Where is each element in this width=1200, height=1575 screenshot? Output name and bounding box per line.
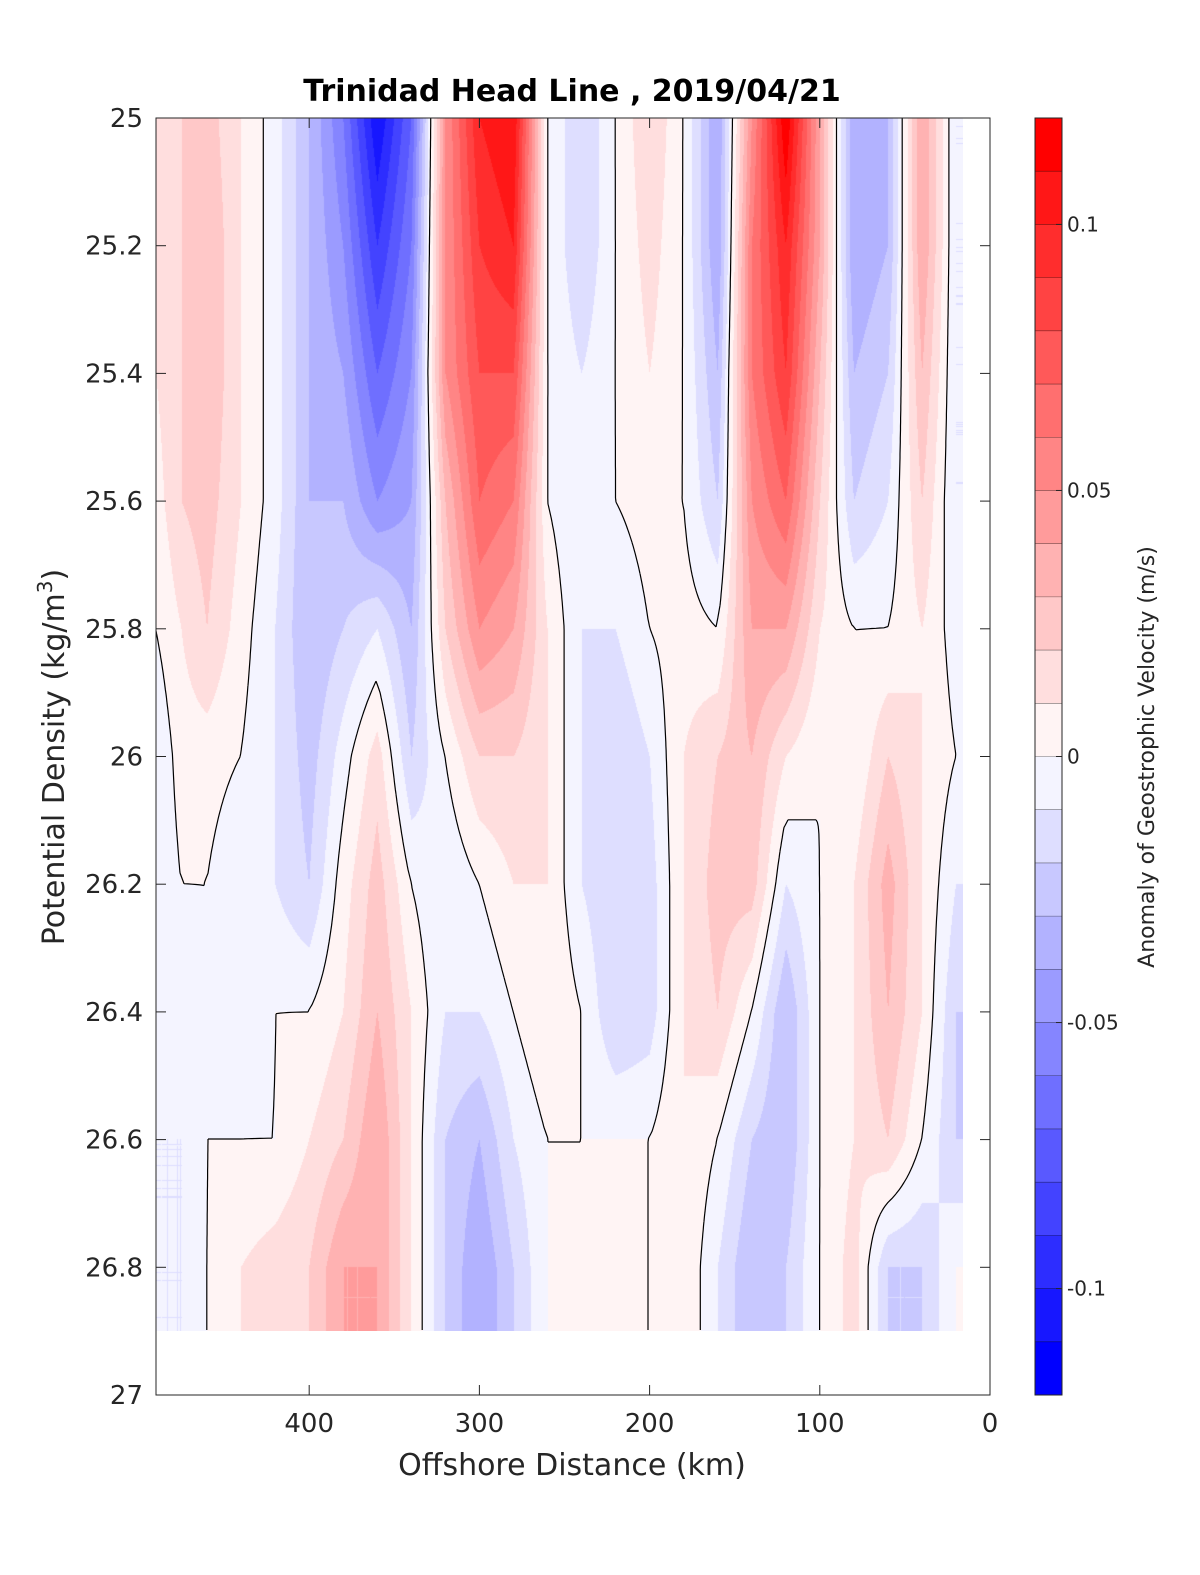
y-tick-label: 26 [110, 743, 143, 773]
chart-title: Trinidad Head Line , 2019/04/21 [303, 74, 840, 109]
colorbar-step [1035, 330, 1062, 385]
colorbar-step [1035, 1341, 1062, 1396]
y-tick-label: 25 [110, 104, 143, 134]
colorbar-tick-label: -0.1 [1067, 1277, 1106, 1301]
colorbar-step [1035, 650, 1062, 704]
colorbar-step [1035, 703, 1062, 757]
colorbar-step [1035, 916, 1062, 970]
colorbar-step [1035, 1075, 1062, 1130]
colorbar-tick-label: 0.05 [1067, 478, 1112, 502]
velocity-field-fill [156, 118, 963, 1331]
y-tick-label: 25.8 [85, 615, 143, 645]
colorbar-step [1035, 437, 1062, 491]
x-tick-label: 300 [455, 1409, 505, 1439]
y-tick-label: 25.4 [85, 359, 143, 389]
y-tick-label: 26.4 [85, 998, 143, 1028]
colorbar-label: Anomaly of Geostrophic Velocity (m/s) [1135, 546, 1160, 968]
colorbar-ticks: 0.1 0.05 0 -0.05 -0.1 [1056, 212, 1119, 1301]
colorbar-step [1035, 596, 1062, 651]
x-axis-label: Offshore Distance (km) [398, 1448, 746, 1483]
y-tick-label: 25.6 [85, 487, 143, 517]
y-tick-label: 25.2 [85, 232, 143, 262]
colorbar-tick-label: -0.05 [1067, 1011, 1119, 1035]
colorbar-step [1035, 1022, 1062, 1077]
colorbar-step [1035, 224, 1062, 279]
plot-area: 400 300 200 100 0 25 25.2 25.4 25.6 25.8 26 26.2 26… [85, 104, 998, 1439]
colorbar-step [1035, 384, 1062, 438]
x-tick-label: 400 [284, 1409, 334, 1439]
zero-contour-lines [155, 117, 957, 1330]
y-tick-label: 26.8 [85, 1253, 143, 1283]
contour-line [155, 117, 957, 1330]
x-tick-label: 0 [982, 1409, 999, 1439]
colorbar-tick-label: 0 [1067, 745, 1080, 769]
colorbar-step [1035, 1235, 1062, 1290]
colorbar-step [1035, 490, 1062, 545]
x-tick-label: 100 [795, 1409, 845, 1439]
colorbar-step [1035, 543, 1062, 598]
y-axis-label: Potential Density (kg/m3) [33, 569, 72, 945]
colorbar-tick-label: 0.1 [1067, 212, 1099, 236]
colorbar-step [1035, 1182, 1062, 1236]
x-tick-label: 200 [625, 1409, 675, 1439]
colorbar: 0.1 0.05 0 -0.05 -0.1 [1034, 117, 1119, 1396]
y-axis-ticks: 25 25.2 25.4 25.6 25.8 26 26.2 26.4 26.6 26.8 27 [85, 104, 990, 1411]
colorbar-step [1035, 1128, 1062, 1183]
x-axis-ticks: 400 300 200 100 0 [284, 118, 998, 1439]
colorbar-step [1035, 1288, 1062, 1343]
colorbar-step [1035, 756, 1062, 811]
colorbar-step [1035, 118, 1062, 172]
y-tick-label: 27 [110, 1381, 143, 1411]
y-tick-label: 26.2 [85, 870, 143, 900]
y-tick-label: 26.6 [85, 1126, 143, 1156]
colorbar-step [1035, 969, 1062, 1024]
colorbar-step [1035, 809, 1062, 864]
colorbar-step [1035, 171, 1062, 225]
colorbar-step [1035, 277, 1062, 332]
colorbar-step [1035, 862, 1062, 917]
